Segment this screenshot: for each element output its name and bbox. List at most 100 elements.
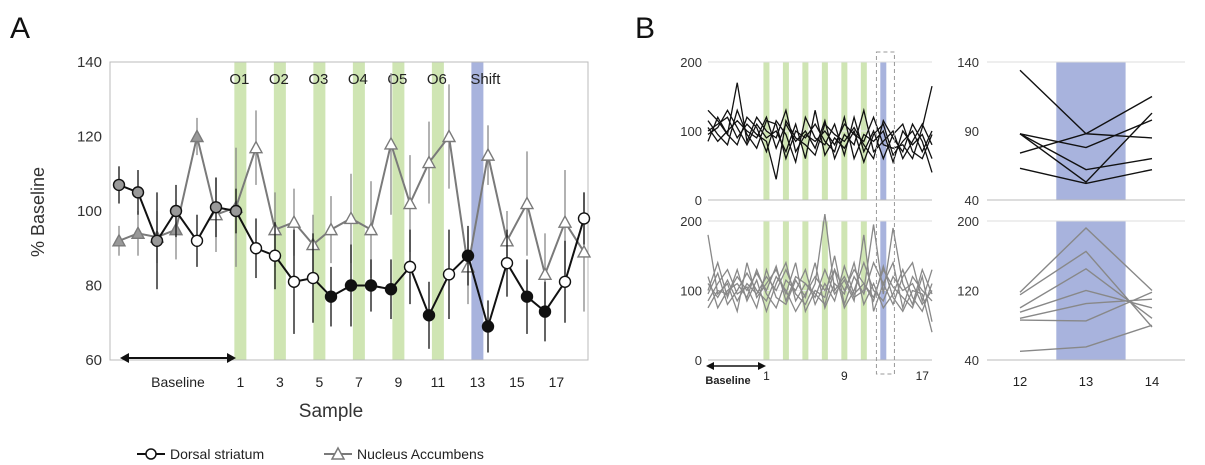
ds-marker (190, 234, 204, 248)
baseline-arrow-head (758, 362, 766, 370)
nac-marker (537, 266, 553, 281)
nac-marker (363, 222, 379, 236)
y-tick-label: 100 (77, 203, 102, 220)
x-tick-label: 5 (315, 374, 323, 390)
ds-marker (538, 305, 552, 318)
panel-b-plots: 0 100 200 0 100 200 1 9 17 40 90 140 40 120 200 12 13 14 (680, 51, 1185, 389)
trace-line (1019, 167, 1153, 185)
phase-band (431, 62, 444, 360)
x-tick-label: 17 (916, 369, 930, 383)
nac-marker (343, 210, 359, 225)
y-tick-label: 0 (695, 193, 702, 208)
y-tick-label: 90 (965, 124, 979, 139)
x-tick-label: 9 (841, 369, 848, 383)
nac-marker (402, 196, 418, 210)
baseline-arrow-head (706, 362, 714, 370)
phase-band (352, 62, 365, 360)
panel-label-b: B (635, 12, 655, 45)
x-tick-label: 3 (276, 374, 284, 390)
nac-marker (189, 129, 205, 143)
nac-marker (576, 244, 592, 258)
nac-marker (111, 233, 127, 247)
trace-line (1019, 298, 1153, 319)
band-label: O3 (308, 71, 328, 88)
trace-line (1019, 324, 1153, 353)
band-label: O6 (427, 71, 447, 88)
y-tick-label: 0 (695, 353, 702, 368)
phase-band (273, 62, 286, 360)
y-tick-label: 40 (965, 353, 979, 368)
y-tick-label: 140 (77, 54, 102, 71)
y-tick-label: 140 (957, 55, 979, 70)
y-tick-label: 200 (957, 214, 979, 229)
x-tick-label: 13 (1079, 374, 1093, 389)
x-tick-label: 1 (763, 369, 770, 383)
nac-marker (441, 129, 457, 143)
legend-triangle-marker (330, 446, 346, 460)
y-tick-label: 60 (85, 352, 102, 369)
x-tick-label: 9 (394, 374, 402, 390)
trace-line (707, 263, 933, 333)
ds-marker (384, 283, 398, 296)
y-tick-label: 40 (965, 193, 979, 208)
ds-marker (306, 271, 320, 285)
legend-label-accumbens: Nucleus Accumbens (357, 446, 484, 462)
legend: Dorsal striatum Nucleus Accumbens (137, 446, 484, 462)
ds-marker (442, 268, 456, 281)
band-label: O2 (269, 71, 289, 88)
nac-marker (286, 214, 302, 228)
band-label: Shift (470, 71, 501, 88)
trace-line (1019, 133, 1153, 154)
y-tick-label: 100 (680, 284, 702, 299)
trace-line (1019, 119, 1153, 149)
x-tick-label: 1 (236, 374, 244, 390)
ds-marker (344, 279, 358, 292)
trace-line (707, 260, 933, 313)
shift-highlight-box (875, 51, 895, 375)
nac-marker (130, 225, 146, 240)
x-tick-label: 13 (470, 374, 486, 390)
x-tick-label: 7 (355, 374, 363, 390)
panel-label-a: A (10, 12, 30, 45)
nac-marker (383, 136, 399, 150)
legend-label-dorsal: Dorsal striatum (170, 446, 264, 462)
y-tick-label: 200 (680, 214, 702, 229)
trace-line (1019, 133, 1153, 171)
band-label: O5 (387, 71, 407, 88)
x-tick-label: 17 (549, 374, 565, 390)
legend-circle-marker (145, 448, 157, 460)
nac-marker (557, 214, 573, 228)
baseline-arrow-head (120, 353, 129, 363)
y-tick-label: 80 (85, 278, 102, 295)
ds-marker (364, 279, 378, 292)
ds-marker (112, 178, 126, 192)
ds-marker (324, 290, 338, 303)
x-tick-label: 15 (509, 374, 525, 390)
ds-marker (229, 204, 243, 218)
ds-marker (577, 212, 591, 225)
y-tick-label: 120 (77, 129, 102, 146)
y-tick-label: 200 (680, 55, 702, 70)
x-tick-label: 12 (1013, 374, 1027, 389)
panel-a-baseline-label: Baseline (151, 374, 205, 390)
trace-line (1019, 291, 1153, 322)
x-tick-label: 14 (1145, 374, 1159, 389)
nac-marker (248, 140, 264, 154)
phase-band (392, 62, 405, 360)
ds-marker (422, 309, 436, 322)
baseline-arrow-head (227, 353, 236, 363)
ds-marker (249, 242, 263, 255)
ds-marker (558, 275, 572, 288)
ds-marker (268, 249, 282, 262)
ds-marker (150, 234, 164, 248)
trace-line (1019, 226, 1153, 293)
nac-marker (323, 222, 339, 236)
plot-frame (109, 61, 589, 361)
band-label: O1 (229, 71, 249, 88)
y-tick-label: 120 (957, 284, 979, 299)
phase-band (313, 62, 326, 360)
ds-marker (520, 290, 534, 303)
nac-marker (421, 155, 437, 169)
